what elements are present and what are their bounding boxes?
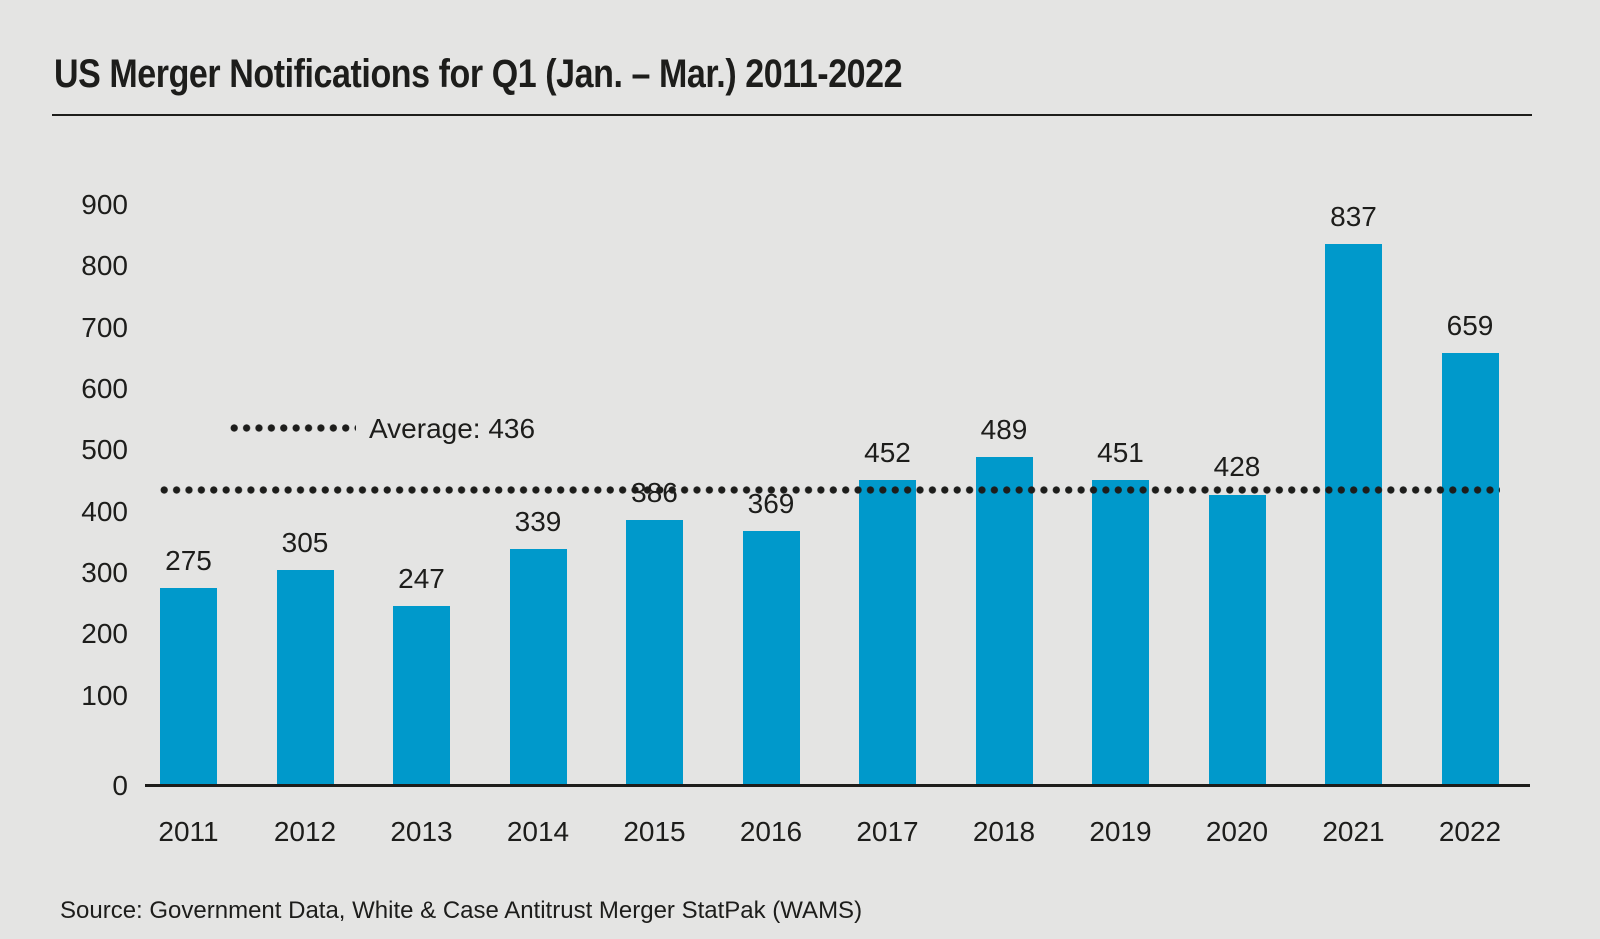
title-rule-divider	[52, 114, 1532, 116]
y-axis-tick-label: 900	[81, 189, 128, 220]
y-axis-tick-label: 0	[112, 770, 128, 801]
y-axis-tick-label: 300	[81, 557, 128, 588]
bar-value-label: 275	[165, 545, 212, 577]
bar-value-label: 247	[398, 562, 445, 594]
bar-2012	[276, 569, 334, 786]
bar-value-label: 452	[864, 436, 911, 468]
average-line-legend-label: Average: 436	[369, 413, 536, 444]
average-line-legend-swatch	[228, 424, 356, 432]
bar-2020	[1208, 494, 1266, 786]
bar-value-label: 489	[980, 414, 1028, 446]
y-axis-tick-label: 100	[81, 679, 128, 711]
bar-2015	[626, 520, 683, 786]
x-axis-tick-label: 2015	[623, 816, 686, 847]
y-axis-tick-label: 800	[81, 250, 128, 282]
bar-2017	[859, 479, 916, 786]
x-axis-tick-label: 2018	[972, 816, 1036, 847]
bar-value-label: 339	[514, 506, 562, 538]
bar-value-label: 451	[1097, 437, 1144, 469]
y-axis-tick-label: 700	[81, 311, 128, 343]
x-axis-tick-label: 2020	[1205, 816, 1269, 847]
x-axis-tick-label: 2021	[1322, 816, 1385, 847]
x-axis-tick-label: 2019	[1089, 816, 1152, 847]
x-axis-tick-label: 2012	[273, 816, 337, 847]
bar-2014	[509, 549, 567, 786]
y-axis-tick-label: 600	[81, 373, 128, 404]
bar-value-label: 428	[1213, 451, 1261, 483]
bar-2021	[1325, 243, 1382, 786]
y-axis-tick-label: 400	[81, 495, 128, 527]
x-axis-tick-label: 2022	[1438, 816, 1502, 847]
x-axis-tick-label: 2013	[390, 816, 453, 847]
bar-value-label: 837	[1330, 200, 1377, 232]
bar-value-label: 659	[1446, 309, 1494, 341]
x-axis-tick-label: 2011	[158, 816, 219, 847]
x-axis-tick-label: 2017	[856, 816, 919, 847]
y-axis-tick-label: 500	[81, 434, 128, 466]
bar-2018	[975, 457, 1033, 786]
bar-2016	[742, 530, 800, 786]
bar-value-label: 305	[281, 526, 329, 558]
source-note: Source: Government Data, White & Case An…	[60, 897, 863, 924]
bar-2013	[393, 605, 450, 786]
bar-2022	[1441, 352, 1499, 786]
bar-2019	[1092, 480, 1149, 786]
x-axis-baseline	[145, 784, 1530, 787]
average-reference-line	[158, 485, 1500, 494]
y-axis-tick-label: 200	[81, 618, 128, 650]
x-axis-tick-label: 2016	[739, 816, 803, 847]
page-title: US Merger Notifications for Q1 (Jan. – M…	[54, 52, 903, 96]
bar-2011	[160, 588, 217, 786]
x-axis-tick-label: 2014	[506, 816, 570, 847]
